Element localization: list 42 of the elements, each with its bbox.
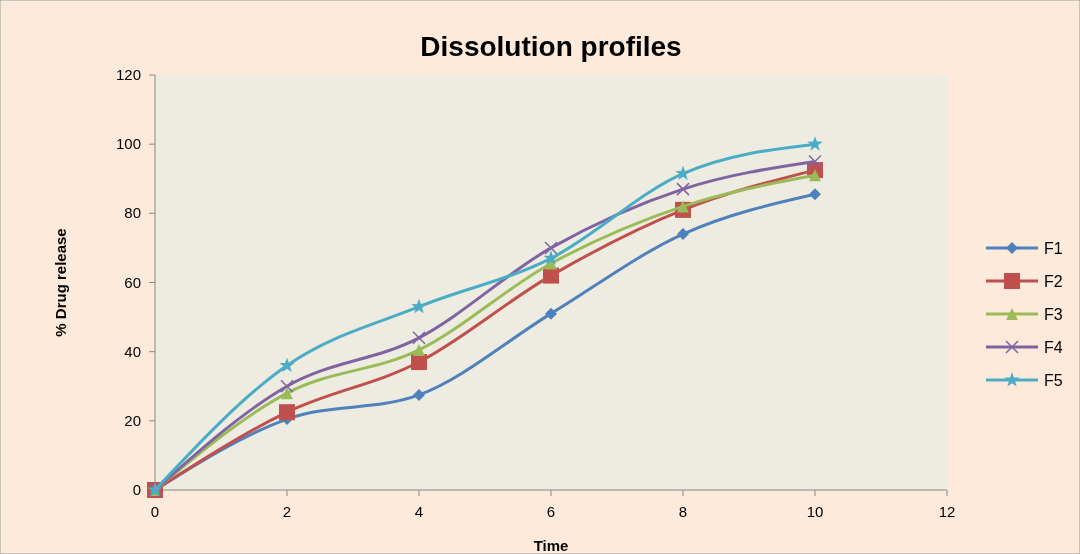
point [807,136,823,151]
y-tick-label: 20 [124,411,141,429]
point [543,267,559,284]
point [279,404,295,421]
y-tick-label: 60 [124,273,141,291]
x-tick-label: 0 [150,503,160,520]
y-tick-label: 80 [124,204,141,222]
legend-label: F3 [1044,306,1063,323]
x-tick-label: 10 [806,503,824,520]
legend-label: F4 [1044,339,1063,356]
point [413,388,425,401]
x-tick-label: 2 [282,503,292,520]
point [411,354,427,371]
y-tick-label: 100 [115,135,141,153]
legend-label: F2 [1044,273,1063,290]
y-tick-label: 120 [115,66,141,83]
point [411,298,427,314]
y-tick-label: 40 [124,342,141,360]
point [809,169,821,182]
y-tick-label: 0 [132,481,141,498]
point [280,379,294,393]
x-tick-label: 12 [938,503,956,520]
y-axis-title: % Drug release [52,228,69,337]
point [413,343,425,356]
legend-label: F1 [1044,240,1063,257]
point [279,357,295,372]
x-tick-label: 4 [414,503,424,520]
point [281,387,293,400]
chart-title: Dissolution profiles [420,31,682,62]
point [543,250,559,265]
point [412,331,426,345]
x-tick-label: 6 [546,503,556,520]
point [677,228,689,241]
point [545,307,557,320]
x-tick-label: 8 [678,503,688,520]
point [544,241,558,255]
point [808,154,822,169]
point [809,188,821,201]
point [676,182,690,196]
legend-label: F5 [1044,372,1063,389]
point [677,200,689,213]
x-axis-title: Time [533,537,569,554]
